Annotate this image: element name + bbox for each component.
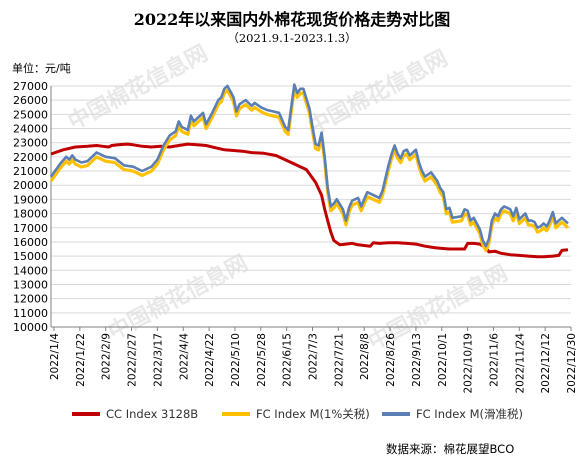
x-tick-label: 2022/8/26 <box>385 333 397 387</box>
x-tick-label: 2022/2/27 <box>127 333 139 387</box>
x-tick-label: 2022/5/28 <box>256 333 268 387</box>
y-tick-label: 10000 <box>13 321 48 334</box>
series-line-cc-index <box>50 142 569 259</box>
y-tick-label: 26000 <box>13 94 48 107</box>
y-tick-label: 24000 <box>13 123 48 136</box>
y-tick-label: 25000 <box>13 108 48 121</box>
x-tick-label: 2022/1/4 <box>49 333 61 380</box>
series-line-fc-index-slide-tariff <box>49 83 569 248</box>
y-tick-label: 27000 <box>13 80 48 93</box>
y-axis-unit-label: 单位：元/吨 <box>12 62 71 75</box>
y-tick-label: 21000 <box>13 165 48 178</box>
x-tick-label: 2022/11/6 <box>488 333 500 387</box>
x-tick-label: 2022/9/13 <box>411 333 423 387</box>
legend-label: FC Index M(1%关税) <box>256 407 370 421</box>
y-tick-label: 13000 <box>13 278 48 291</box>
y-tick-label: 11000 <box>13 307 48 320</box>
y-tick-label: 20000 <box>13 179 48 192</box>
y-tick-label: 15000 <box>13 250 48 263</box>
x-tick-label: 2022/10/19 <box>463 333 475 394</box>
x-tick-label: 2022/4/22 <box>204 333 216 387</box>
x-tick-label: 2022/7/21 <box>333 333 345 387</box>
x-tick-label: 2022/11/24 <box>514 333 526 394</box>
x-tick-label: 2022/4/4 <box>178 333 190 380</box>
x-tick-label: 2022/5/10 <box>230 333 242 387</box>
x-tick-label: 2022/12/12 <box>540 333 552 394</box>
y-tick-label: 22000 <box>13 151 48 164</box>
y-tick-label: 19000 <box>13 193 48 206</box>
chart-subtitle: （2021.9.1-2023.1.3） <box>227 31 357 45</box>
x-tick-label: 2022/10/1 <box>437 333 449 387</box>
y-tick-label: 18000 <box>13 208 48 221</box>
data-source-note: 数据来源：棉花展望BCO <box>386 442 515 456</box>
y-tick-label: 17000 <box>13 222 48 235</box>
x-tick-label: 2022/3/17 <box>152 333 164 387</box>
y-tick-label: 16000 <box>13 236 48 249</box>
x-tick-label: 2022/1/22 <box>75 333 87 387</box>
chart-title: 2022年以来国内外棉花现货价格走势对比图 <box>133 10 451 29</box>
x-tick-label: 2022/6/15 <box>282 333 294 387</box>
y-tick-label: 23000 <box>13 137 48 150</box>
x-tick-label: 2022/8/8 <box>359 333 371 380</box>
legend-label: CC Index 3128B <box>106 407 198 421</box>
x-tick-label: 2022/7/3 <box>308 333 320 380</box>
legend-label: FC Index M(滑准税) <box>416 407 523 421</box>
y-tick-label: 14000 <box>13 264 48 277</box>
x-tick-label: 2022/2/9 <box>101 333 113 380</box>
x-tick-label: 2022/12/30 <box>566 333 578 394</box>
y-tick-label: 12000 <box>13 293 48 306</box>
